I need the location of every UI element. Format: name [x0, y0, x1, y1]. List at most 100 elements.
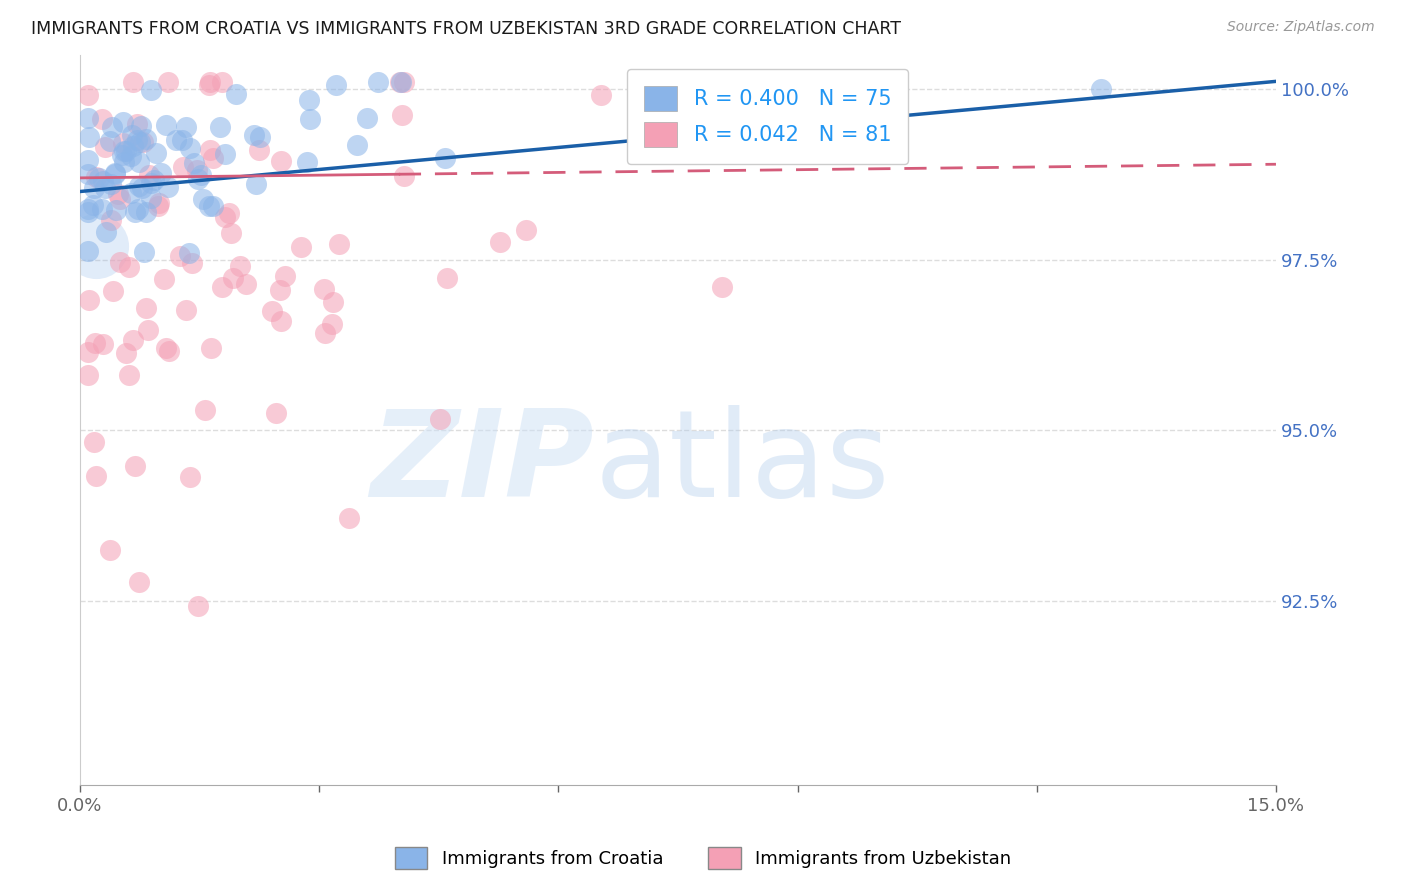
Point	[142, 173, 165, 187]
Point	[298, 94, 321, 108]
Point	[104, 202, 127, 217]
Point	[190, 168, 212, 182]
Legend: Immigrants from Croatia, Immigrants from Uzbekistan: Immigrants from Croatia, Immigrants from…	[388, 839, 1018, 876]
Point	[218, 206, 240, 220]
Point	[156, 75, 179, 89]
Point	[139, 83, 162, 97]
Point	[157, 343, 180, 358]
Point	[111, 136, 134, 150]
Point	[91, 112, 114, 127]
Point	[219, 226, 242, 240]
Point	[367, 75, 389, 89]
Point	[198, 75, 221, 89]
Point	[356, 111, 378, 125]
Point	[128, 154, 150, 169]
Point	[198, 143, 221, 157]
Point	[328, 237, 350, 252]
Point	[139, 191, 162, 205]
Point	[148, 199, 170, 213]
Point	[114, 155, 136, 169]
Point	[100, 213, 122, 227]
Point	[121, 128, 143, 143]
Point	[83, 336, 105, 351]
Point	[76, 202, 98, 216]
Point	[128, 574, 150, 589]
Point	[260, 304, 283, 318]
Point	[264, 406, 287, 420]
Point	[247, 143, 270, 157]
Point	[120, 149, 142, 163]
Point	[122, 333, 145, 347]
Point	[179, 141, 201, 155]
Point	[124, 205, 146, 219]
Point	[77, 293, 100, 308]
Point	[169, 249, 191, 263]
Point	[135, 301, 157, 316]
Point	[101, 284, 124, 298]
Point	[84, 170, 107, 185]
Point	[589, 87, 612, 102]
Point	[243, 128, 266, 142]
Point	[165, 133, 187, 147]
Point	[121, 75, 143, 89]
Point	[129, 119, 152, 133]
Point	[391, 108, 413, 122]
Point	[1090, 82, 1112, 96]
Point	[76, 87, 98, 102]
Text: IMMIGRANTS FROM CROATIA VS IMMIGRANTS FROM UZBEKISTAN 3RD GRADE CORRELATION CHAR: IMMIGRANTS FROM CROATIA VS IMMIGRANTS FR…	[31, 20, 901, 37]
Point	[711, 279, 734, 293]
Point	[201, 151, 224, 165]
Point	[429, 412, 451, 426]
Point	[94, 140, 117, 154]
Text: ZIP: ZIP	[370, 405, 595, 522]
Point	[136, 323, 159, 337]
Point	[112, 114, 135, 128]
Point	[156, 180, 179, 194]
Point	[91, 336, 114, 351]
Point	[107, 186, 129, 201]
Point	[295, 155, 318, 169]
Point	[211, 75, 233, 89]
Point	[515, 223, 537, 237]
Point	[87, 170, 110, 185]
Point	[112, 144, 135, 158]
Point	[187, 171, 209, 186]
Point	[135, 204, 157, 219]
Point	[249, 130, 271, 145]
Point	[131, 181, 153, 195]
Point	[84, 469, 107, 483]
Point	[98, 134, 121, 148]
Point	[270, 313, 292, 327]
Point	[122, 138, 145, 153]
Point	[91, 174, 114, 188]
Point	[120, 186, 142, 201]
Point	[129, 135, 152, 149]
Point	[134, 245, 156, 260]
Point	[198, 78, 221, 92]
Point	[83, 434, 105, 449]
Point	[245, 177, 267, 191]
Point	[76, 244, 98, 258]
Point	[270, 153, 292, 168]
Point	[76, 112, 98, 126]
Point	[131, 135, 153, 149]
Point	[83, 180, 105, 194]
Point	[290, 240, 312, 254]
Point	[177, 246, 200, 260]
Point	[155, 118, 177, 132]
Point	[235, 277, 257, 291]
Point	[198, 199, 221, 213]
Point	[172, 161, 194, 175]
Point	[127, 132, 149, 146]
Point	[153, 272, 176, 286]
Point	[125, 117, 148, 131]
Point	[392, 169, 415, 183]
Point	[194, 403, 217, 417]
Point	[434, 151, 457, 165]
Point	[100, 177, 122, 191]
Legend: R = 0.400   N = 75, R = 0.042   N = 81: R = 0.400 N = 75, R = 0.042 N = 81	[627, 70, 908, 164]
Point	[155, 342, 177, 356]
Point	[191, 192, 214, 206]
Point	[337, 511, 360, 525]
Point	[436, 270, 458, 285]
